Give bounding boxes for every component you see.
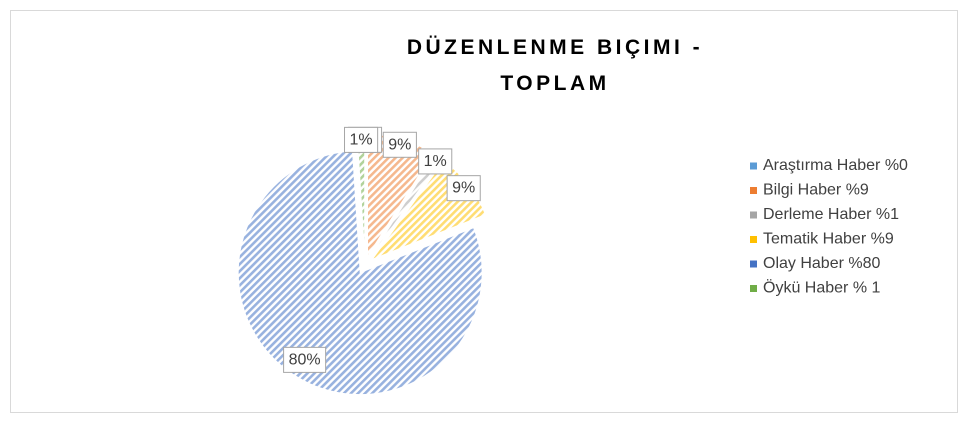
data-label-box xyxy=(446,175,481,202)
data-label-box xyxy=(382,131,417,158)
legend-label: Araştırma Haber %0 xyxy=(763,157,908,174)
data-label-text: 1% xyxy=(424,153,447,170)
data-label: 80% xyxy=(283,346,327,373)
legend-swatch xyxy=(750,285,757,292)
legend-swatch xyxy=(750,236,757,243)
data-label: 1% xyxy=(344,126,379,153)
data-label-text: 1% xyxy=(350,131,373,148)
data-label-box xyxy=(418,148,453,175)
chart-title: DÜZENLENME BIÇIMI - TOPLAM xyxy=(406,36,704,95)
legend-label: Bilgi Haber %9 xyxy=(763,182,869,199)
legend-label: Olay Haber %80 xyxy=(763,255,880,272)
legend-swatch xyxy=(750,211,757,219)
legend-swatch xyxy=(750,187,757,194)
data-label-text: 9% xyxy=(452,180,475,197)
legend-label: Derleme Haber %1 xyxy=(763,206,899,223)
data-label-box xyxy=(283,346,327,373)
data-label: 1% xyxy=(418,148,453,175)
pie-slice xyxy=(237,150,483,396)
data-label-box xyxy=(344,126,379,153)
legend-swatch xyxy=(750,162,757,170)
data-label-text: 9% xyxy=(388,136,411,153)
data-label-text: 80% xyxy=(289,351,321,368)
data-label: 9% xyxy=(382,131,417,158)
legend-label: Öykü Haber % 1 xyxy=(763,279,880,297)
legend-swatch xyxy=(750,260,757,268)
legend-label: Tematik Haber %9 xyxy=(763,231,894,248)
data-label: 9% xyxy=(446,175,481,202)
